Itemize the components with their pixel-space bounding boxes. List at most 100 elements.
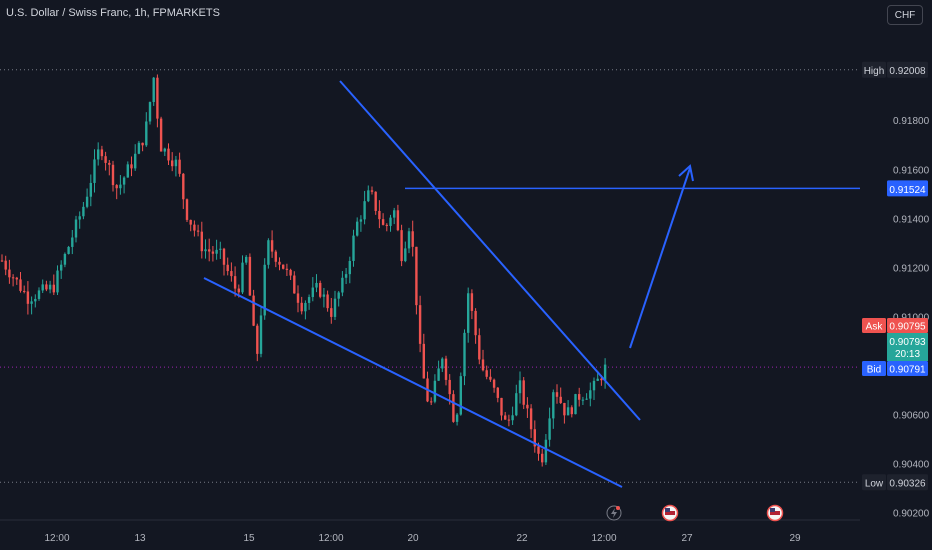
candle-body bbox=[145, 121, 148, 146]
candle-body bbox=[529, 408, 533, 430]
candle-body bbox=[152, 77, 155, 103]
candle-body bbox=[452, 394, 455, 422]
candle-body bbox=[526, 404, 529, 409]
y-tick-label: 0.91000 bbox=[893, 312, 930, 323]
candle-body bbox=[119, 184, 122, 189]
candle-body bbox=[352, 235, 355, 261]
candle-body bbox=[108, 162, 111, 165]
candle-body bbox=[404, 248, 407, 262]
candle-body bbox=[337, 292, 340, 299]
candle-body bbox=[367, 190, 370, 202]
y-tick-label: 0.91200 bbox=[893, 263, 930, 274]
candle-body bbox=[474, 310, 477, 336]
low-value-bg bbox=[887, 474, 928, 491]
candle-body bbox=[537, 446, 540, 454]
candle-body bbox=[585, 398, 588, 400]
candle-body bbox=[444, 358, 448, 380]
candle-body bbox=[104, 156, 107, 163]
upper-trendline bbox=[339, 80, 641, 421]
level-value: 0.91524 bbox=[889, 185, 926, 196]
candle-body bbox=[319, 282, 322, 297]
y-tick-label: 0.90200 bbox=[893, 509, 930, 520]
countdown: 20:13 bbox=[895, 349, 920, 360]
candle-body bbox=[171, 160, 174, 167]
y-tick-label: 0.91400 bbox=[893, 214, 930, 225]
y-tick-label: 0.91600 bbox=[893, 165, 930, 176]
candle-body bbox=[78, 216, 81, 220]
candle-body bbox=[222, 248, 226, 265]
candle-body bbox=[333, 298, 337, 317]
x-tick-label: 12:00 bbox=[591, 533, 616, 544]
candle-body bbox=[393, 210, 396, 218]
candle-body bbox=[515, 393, 518, 416]
candle-body bbox=[578, 394, 581, 400]
currency-button[interactable]: CHF bbox=[887, 5, 923, 25]
candle-body bbox=[356, 221, 359, 236]
candle-body bbox=[296, 293, 300, 303]
low-value: 0.90326 bbox=[889, 479, 926, 490]
candle-body bbox=[48, 284, 52, 290]
candle-body bbox=[389, 217, 392, 226]
bid-value-bg bbox=[887, 361, 928, 376]
candle-body bbox=[470, 293, 474, 311]
candle-body bbox=[252, 295, 255, 326]
candle-body bbox=[67, 246, 70, 254]
chart-title: U.S. Dollar / Swiss Franc, 1h, FPMARKETS bbox=[6, 7, 220, 19]
candle-body bbox=[256, 325, 259, 354]
candle-body bbox=[344, 274, 348, 278]
candle-body bbox=[148, 102, 152, 122]
candle-body bbox=[89, 182, 92, 197]
candle-body bbox=[248, 256, 252, 296]
candle-body bbox=[189, 219, 192, 225]
candle-body bbox=[41, 284, 44, 291]
x-tick-label: 12:00 bbox=[44, 533, 69, 544]
candle-body bbox=[381, 219, 385, 225]
candle-body bbox=[60, 264, 63, 271]
bid-label-bg bbox=[862, 361, 886, 376]
flag-stripe bbox=[770, 511, 780, 515]
candle-body bbox=[359, 219, 363, 222]
candle-body bbox=[307, 297, 311, 303]
x-tick-label: 22 bbox=[516, 533, 528, 544]
candle-body bbox=[581, 399, 585, 401]
candle-body bbox=[74, 219, 78, 238]
candle-body bbox=[430, 401, 433, 403]
lower-trendline bbox=[203, 277, 623, 488]
x-tick-label: 15 bbox=[243, 533, 255, 544]
candle-body bbox=[82, 206, 85, 217]
candle-body bbox=[548, 418, 551, 440]
candle-body bbox=[11, 277, 15, 279]
candle-body bbox=[507, 419, 511, 421]
candle-body bbox=[300, 302, 303, 312]
candle-body bbox=[411, 231, 414, 247]
high-value: 0.92008 bbox=[889, 66, 926, 77]
candle-body bbox=[311, 287, 314, 298]
candle-body bbox=[378, 210, 381, 220]
candle-body bbox=[226, 264, 229, 272]
candle-body bbox=[241, 262, 244, 293]
candle-body bbox=[437, 368, 440, 381]
candle-body bbox=[267, 240, 270, 265]
candle-body bbox=[407, 231, 411, 249]
candle-body bbox=[603, 364, 607, 381]
candle-body bbox=[478, 335, 481, 360]
candle-body bbox=[56, 270, 59, 293]
candle-body bbox=[511, 415, 514, 421]
y-tick-label: 0.90400 bbox=[893, 460, 930, 471]
x-tick-label: 20 bbox=[407, 533, 419, 544]
candle-body bbox=[433, 380, 437, 402]
candle-body bbox=[30, 301, 33, 304]
candle-body bbox=[385, 224, 388, 226]
current-price: 0.90793 bbox=[889, 337, 926, 348]
current-price-bg bbox=[887, 333, 928, 361]
candle-body bbox=[304, 302, 307, 312]
candle-body bbox=[341, 277, 344, 293]
candle-body bbox=[496, 387, 499, 398]
candle-body bbox=[552, 392, 555, 419]
candle-body bbox=[400, 230, 403, 262]
candle-body bbox=[182, 173, 185, 200]
level-value-bg bbox=[887, 180, 928, 197]
candle-body bbox=[541, 453, 544, 463]
